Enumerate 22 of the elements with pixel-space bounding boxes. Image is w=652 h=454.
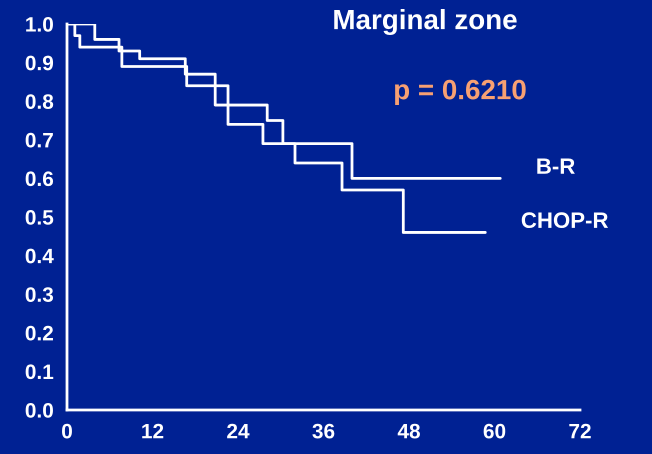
y-tick-label: 0.6 xyxy=(26,171,54,186)
annotation: p = 0.6210 xyxy=(395,80,526,105)
y-tick-label: 0.4 xyxy=(26,248,54,264)
y-tick-label: 0.2 xyxy=(26,326,53,341)
y-tick-label: 0.0 xyxy=(26,403,53,418)
x-tick-label: 60 xyxy=(484,424,506,438)
y-tick-label: 1.0 xyxy=(26,17,53,32)
chart-title: Marginal zone xyxy=(334,8,517,36)
x-tick-label: 48 xyxy=(398,424,420,438)
x-tick-label: 36 xyxy=(312,424,334,439)
x-tick-label: 0 xyxy=(62,424,72,438)
series-label: B-R xyxy=(537,158,575,174)
series-label: CHOP-R xyxy=(522,212,608,228)
x-tick-label: 12 xyxy=(142,424,164,438)
x-tick-label: 72 xyxy=(569,424,591,438)
y-tick-label: 0.5 xyxy=(26,210,54,225)
y-tick-label: 0.7 xyxy=(26,132,53,148)
x-tick-label: 24 xyxy=(227,424,250,438)
y-tick-label: 0.3 xyxy=(26,287,54,302)
y-tick-label: 0.8 xyxy=(26,94,54,109)
y-tick-label: 0.9 xyxy=(26,56,54,70)
y-tick-label: 0.1 xyxy=(26,364,54,380)
